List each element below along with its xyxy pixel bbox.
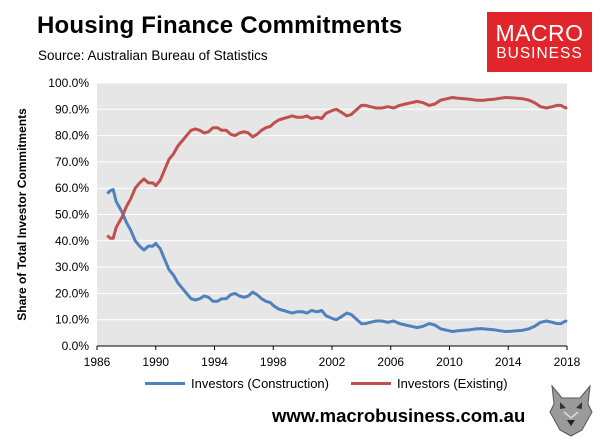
x-tick-label: 1998 [260, 355, 287, 369]
logo-line-2: BUSINESS [496, 45, 583, 62]
x-tick-label: 2002 [319, 355, 346, 369]
series-line-construction [106, 188, 568, 333]
legend-label-construction: Investors (Construction) [191, 376, 329, 391]
macrobusiness-logo: MACRO BUSINESS [487, 12, 592, 72]
chart-title: Housing Finance Commitments [37, 12, 403, 39]
legend-swatch-construction [145, 382, 185, 385]
x-tick-label: 2010 [436, 355, 463, 369]
wolf-logo-icon [549, 384, 593, 437]
y-axis-title: Share of Total Investor Commitments [15, 108, 29, 321]
x-tick-label: 1990 [142, 355, 169, 369]
x-tick-label: 2014 [495, 355, 522, 369]
y-tick-label: 100.0% [48, 76, 89, 90]
logo-line-1: MACRO [495, 20, 584, 46]
legend-label-existing: Investors (Existing) [397, 376, 508, 391]
y-tick-label: 50.0% [55, 208, 89, 222]
legend-item-existing: Investors (Existing) [351, 376, 508, 391]
x-tick-label: 2006 [377, 355, 404, 369]
series-line-existing [106, 96, 568, 240]
y-tick-label: 60.0% [55, 181, 89, 195]
x-tick-label: 1986 [84, 355, 111, 369]
legend-item-construction: Investors (Construction) [145, 376, 329, 391]
chart-source: Source: Australian Bureau of Statistics [38, 48, 268, 63]
y-tick-label: 10.0% [55, 313, 89, 327]
y-tick-label: 30.0% [55, 260, 89, 274]
y-tick-label: 0.0% [62, 339, 90, 353]
y-tick-label: 80.0% [55, 129, 89, 143]
y-tick-label: 40.0% [55, 234, 89, 248]
x-tick-label: 2018 [554, 355, 581, 369]
y-tick-label: 70.0% [55, 155, 89, 169]
website-url: www.macrobusiness.com.au [272, 405, 526, 426]
x-tick-label: 1994 [201, 355, 228, 369]
y-tick-label: 90.0% [55, 102, 89, 116]
legend-swatch-existing [351, 382, 391, 385]
y-tick-label: 20.0% [55, 286, 89, 300]
